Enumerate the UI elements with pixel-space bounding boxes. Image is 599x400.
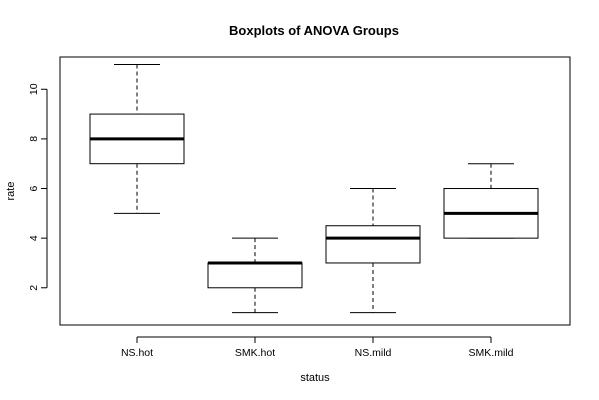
box-iqr [207,262,303,289]
x-axis-label: status [300,372,330,384]
box-iqr [325,225,421,264]
plot-frame [59,56,571,326]
x-tick-label: NS.hot [121,347,153,359]
box-NS.mild [325,188,421,314]
y-tick-label: 4 [28,235,40,241]
box-SMK.hot [207,237,303,314]
box-NS.hot [89,63,185,214]
y-tick-label: 10 [28,83,40,95]
y-tick-label: 6 [28,185,40,191]
chart-title: Boxplots of ANOVA Groups [229,23,399,38]
x-tick-label: NS.mild [355,347,392,359]
x-tick-label: SMK.mild [469,347,514,359]
y-axis: 2 4 6 8 10 [28,83,48,291]
x-axis: NS.hot SMK.hot NS.mild SMK.mild [121,336,514,359]
box-SMK.mild [443,163,539,239]
y-tick-label: 8 [28,136,40,142]
y-tick-label: 2 [28,285,40,291]
x-tick-label: SMK.hot [235,347,275,359]
boxes-group [89,63,539,314]
y-axis-label: rate [5,182,17,201]
